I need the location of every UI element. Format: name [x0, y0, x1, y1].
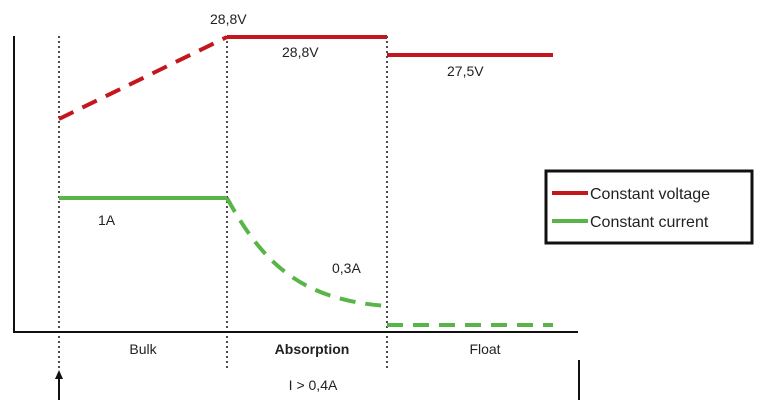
legend-box — [544, 169, 754, 245]
voltage-float-label: 27,5V — [447, 63, 484, 79]
legend-current-label: Constant current — [590, 214, 709, 231]
condition-label: I > 0,4A — [289, 377, 338, 393]
current-absorption-label: 0,3A — [332, 260, 361, 276]
phase-label-absorption: Absorption — [275, 341, 350, 357]
voltage-peak-label: 28,8V — [210, 11, 247, 27]
phase-label-float: Float — [469, 341, 500, 357]
legend-voltage-label: Constant voltage — [590, 186, 710, 203]
condition-arrow-head — [55, 370, 63, 379]
voltage-bulk-ramp — [58, 35, 228, 121]
current-bulk-label: 1A — [98, 212, 116, 228]
voltage-absorption-label: 28,8V — [282, 44, 319, 60]
phase-label-bulk: Bulk — [129, 341, 157, 357]
current-absorption-decay — [225, 197, 388, 308]
